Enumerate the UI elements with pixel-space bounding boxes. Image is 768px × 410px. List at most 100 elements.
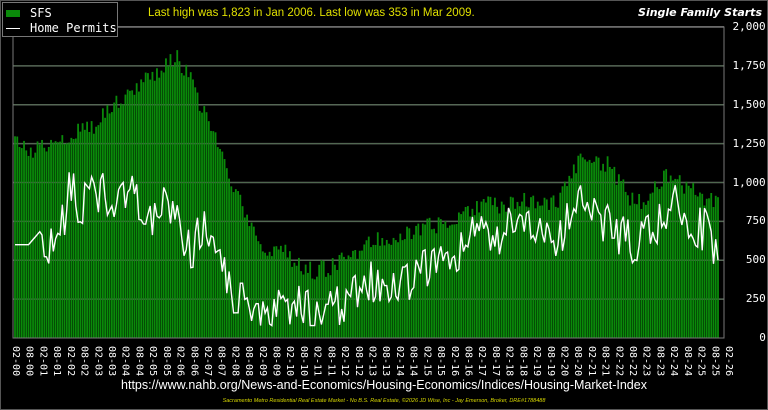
- x-tick-label: 02-06: [174, 346, 186, 377]
- x-tick-label: 02-14: [393, 346, 405, 377]
- bar: [699, 192, 701, 338]
- bar: [142, 82, 145, 338]
- x-tick-label: 02-19: [531, 346, 543, 377]
- bar: [581, 157, 584, 338]
- y-tick-label: 2,000: [732, 20, 766, 33]
- bar: [649, 193, 652, 338]
- bar: [47, 146, 50, 338]
- bar: [291, 266, 294, 338]
- bar: [205, 112, 208, 338]
- bar: [631, 192, 634, 338]
- bar: [473, 215, 476, 338]
- y-tick-label: 250: [745, 292, 766, 306]
- bar: [14, 136, 16, 338]
- bar: [453, 224, 456, 338]
- bar: [119, 103, 122, 338]
- x-tick-label: 02-02: [64, 346, 76, 377]
- bar: [68, 142, 70, 338]
- bar: [363, 244, 366, 338]
- bar: [512, 197, 514, 338]
- x-tick-label: 08-19: [544, 346, 556, 377]
- bar: [331, 258, 334, 338]
- x-tick-label: 08-00: [23, 346, 35, 377]
- bar: [464, 206, 467, 338]
- bar: [489, 196, 492, 338]
- bar: [570, 178, 573, 338]
- bar: [563, 181, 566, 338]
- x-tick-label: 08-01: [51, 346, 63, 377]
- bar: [165, 58, 167, 338]
- bar: [232, 192, 235, 338]
- bar: [259, 244, 262, 338]
- bar: [216, 147, 219, 338]
- x-tick-label: 08-18: [517, 346, 529, 377]
- bar: [433, 228, 435, 338]
- y-tick-label: 1,000: [732, 175, 766, 189]
- bar: [264, 252, 267, 338]
- bar: [65, 142, 68, 338]
- bar: [451, 224, 454, 338]
- bar: [586, 161, 589, 338]
- bar: [144, 72, 147, 339]
- bar: [313, 279, 316, 338]
- bar: [611, 168, 614, 338]
- bar: [530, 197, 532, 338]
- bar: [183, 75, 185, 338]
- bar: [367, 236, 370, 338]
- bar: [376, 232, 379, 338]
- bar-swatch-icon: [6, 9, 20, 17]
- bar: [38, 144, 41, 338]
- bar: [681, 185, 683, 338]
- bar: [266, 255, 269, 338]
- bar: [286, 257, 289, 338]
- bar: [460, 214, 463, 338]
- bar: [599, 170, 602, 338]
- bar: [705, 198, 708, 338]
- bar: [347, 255, 350, 338]
- bar: [690, 188, 692, 338]
- y-tick-label: 500: [745, 253, 766, 267]
- bar: [239, 194, 242, 338]
- bar: [101, 108, 104, 338]
- x-tick-label: 08-07: [215, 346, 227, 377]
- x-tick-label: 02-15: [421, 346, 433, 377]
- bar: [406, 226, 408, 338]
- bar: [147, 73, 149, 338]
- bar: [27, 155, 30, 338]
- bar: [403, 239, 406, 338]
- bar: [212, 131, 215, 338]
- bar: [124, 94, 127, 338]
- bar: [439, 219, 442, 338]
- bar: [660, 186, 663, 338]
- bar: [104, 117, 107, 338]
- bar: [514, 208, 517, 338]
- bar: [437, 217, 440, 338]
- bar: [703, 205, 706, 338]
- bar: [482, 199, 485, 338]
- bar: [541, 205, 544, 338]
- x-tick-label: 08-23: [654, 346, 666, 377]
- bar: [651, 192, 654, 338]
- bar: [261, 251, 264, 338]
- x-tick-label: 08-25: [709, 346, 721, 377]
- bar: [86, 121, 89, 338]
- x-tick-label: 08-04: [133, 346, 145, 377]
- legend-item-sfs: SFS: [6, 6, 52, 20]
- bar: [663, 170, 665, 338]
- bar: [617, 174, 620, 338]
- bar: [74, 138, 77, 338]
- bar: [496, 206, 499, 338]
- x-tick-label: 02-13: [366, 346, 378, 377]
- bar: [469, 216, 472, 338]
- x-tick-label: 02-11: [311, 346, 323, 377]
- bar: [435, 233, 438, 338]
- bar: [401, 240, 404, 338]
- bar: [117, 107, 120, 338]
- bar: [539, 205, 541, 338]
- bar: [16, 136, 19, 338]
- bar: [647, 200, 650, 338]
- bar: [521, 201, 523, 338]
- bar: [579, 153, 582, 338]
- bar: [156, 68, 158, 338]
- bar: [656, 187, 659, 338]
